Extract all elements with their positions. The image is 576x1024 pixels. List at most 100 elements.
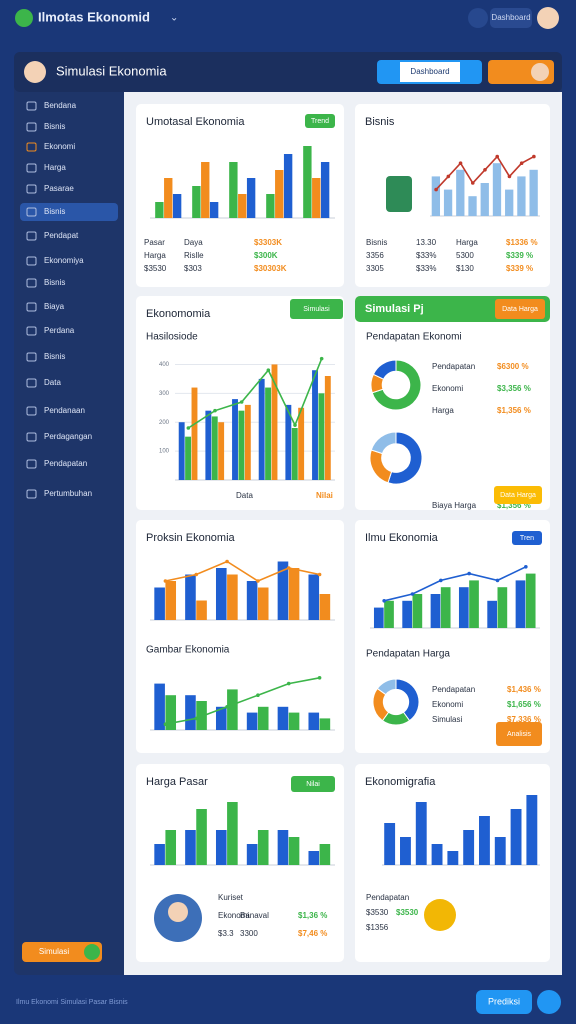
sidebar-icon[interactable]: [26, 122, 37, 132]
bar: [430, 594, 441, 628]
bar: [165, 695, 177, 730]
sidebar-item[interactable]: Bisnis: [44, 278, 65, 287]
sidebar-item[interactable]: Pendapatan: [44, 459, 87, 468]
donut-slice: [387, 431, 423, 485]
illustration-person: [386, 176, 412, 212]
user-icon[interactable]: [468, 8, 488, 28]
card-badge[interactable]: [290, 299, 343, 319]
sidebar-item[interactable]: Ekonomiya: [44, 256, 84, 265]
sidebar-item[interactable]: Pendapat: [44, 231, 79, 240]
trend-point: [225, 705, 229, 709]
sidebar-icon[interactable]: [26, 352, 37, 362]
sidebar-icon[interactable]: [26, 231, 37, 241]
stat-text: Daya: [184, 238, 203, 247]
bar: [205, 410, 212, 480]
bar: [517, 176, 526, 216]
sidebar-icon[interactable]: [26, 184, 37, 194]
stat-text: Harga: [456, 238, 478, 247]
card-title: Ilmu Ekonomia: [365, 532, 439, 544]
user-button[interactable]: [490, 8, 532, 28]
bar: [308, 574, 320, 620]
bar: [283, 154, 293, 218]
stat-text: Ekonomi: [218, 911, 249, 920]
trend-point: [239, 400, 244, 404]
bar: [469, 580, 479, 628]
trend-point: [194, 572, 199, 577]
sidebar-item[interactable]: Bisnis: [44, 352, 65, 361]
trend-point: [317, 676, 322, 680]
bar: [402, 600, 412, 628]
bar: [510, 809, 522, 865]
sidebar-icon[interactable]: [26, 163, 37, 173]
sidebar-icon[interactable]: [26, 278, 37, 288]
bar: [319, 718, 331, 730]
card-badge[interactable]: [305, 114, 335, 128]
sidebar-footer-icon: [84, 944, 100, 960]
card-badge[interactable]: [291, 776, 335, 792]
sidebar-item[interactable]: Bendana: [44, 101, 77, 110]
bar: [232, 399, 238, 480]
bar: [312, 370, 318, 480]
trend-point: [495, 154, 500, 159]
sidebar-icon[interactable]: [26, 489, 37, 499]
stat-text: Harga: [144, 251, 166, 260]
sidebar-icon[interactable]: [26, 432, 37, 442]
avatar[interactable]: [537, 7, 559, 29]
bar: [480, 183, 489, 216]
card: Ekonomomia Simulasi Hasilosiode 100 200 300 40…: [136, 296, 344, 510]
bar: [165, 581, 177, 620]
trend-point: [439, 578, 443, 583]
bar: [246, 581, 258, 620]
bar: [209, 202, 219, 218]
sidebar-item[interactable]: Data: [44, 378, 61, 387]
sidebar-icon[interactable]: [26, 302, 37, 312]
stat-text: $1356: [366, 923, 389, 932]
sidebar-item[interactable]: Perdagangan: [44, 432, 92, 441]
stat-text: $1,656 %: [507, 700, 541, 709]
bar: [265, 387, 272, 480]
bar: [431, 844, 443, 865]
bar: [178, 422, 185, 480]
bar: [215, 706, 227, 730]
card-subtitle: Gambar Ekonomia: [146, 645, 230, 656]
card-badge[interactable]: [512, 531, 542, 545]
app-avatar: [24, 61, 46, 83]
card-button-label: Data Harga: [500, 492, 536, 499]
card: Proksin Ekonomia Gambar Ekonomia: [136, 520, 344, 753]
sidebar-item[interactable]: Bisnis: [44, 207, 65, 216]
sidebar: Bendana Bisnis Ekonomi Harga Pasarae Bisnis Pe…: [20, 101, 118, 499]
sidebar-icon[interactable]: [26, 142, 37, 152]
footer-button[interactable]: [476, 990, 532, 1014]
dropdown-caret[interactable]: ⌄: [170, 13, 178, 24]
sidebar-item[interactable]: Pertumbuhan: [44, 489, 92, 498]
bar: [215, 568, 227, 620]
card-button[interactable]: [494, 486, 542, 504]
bar: [196, 809, 207, 865]
sidebar-icon[interactable]: [26, 326, 37, 336]
card-badge[interactable]: [495, 299, 545, 319]
sidebar-icon[interactable]: [26, 378, 37, 388]
sidebar-item[interactable]: Biaya: [44, 302, 65, 311]
sidebar-icon[interactable]: [26, 406, 37, 416]
sidebar-item[interactable]: Perdana: [44, 326, 75, 335]
trend-point: [434, 187, 438, 192]
bar: [298, 407, 305, 480]
sidebar-icon[interactable]: [26, 207, 37, 217]
footer-icon-button[interactable]: [537, 990, 561, 1014]
sidebar-item[interactable]: Pendanaan: [44, 406, 85, 415]
sidebar-item[interactable]: Harga: [44, 163, 66, 172]
bar: [324, 376, 331, 480]
card-button[interactable]: [496, 722, 542, 746]
trend-point: [286, 681, 291, 686]
sidebar-icon[interactable]: [26, 459, 37, 469]
sidebar-footer-button[interactable]: [22, 942, 102, 962]
sidebar-item[interactable]: Bisnis: [44, 122, 65, 131]
footer-text: Ilmu Ekonomi Simulasi Pasar Bisnis: [16, 999, 128, 1006]
sidebar-item[interactable]: Pasarae: [44, 184, 74, 193]
bar: [227, 689, 238, 730]
trend-point: [495, 578, 500, 583]
sidebar-icon[interactable]: [26, 256, 37, 266]
sidebar-icon[interactable]: [26, 101, 37, 111]
logo: [15, 9, 33, 27]
sidebar-item[interactable]: Ekonomi: [44, 142, 75, 151]
